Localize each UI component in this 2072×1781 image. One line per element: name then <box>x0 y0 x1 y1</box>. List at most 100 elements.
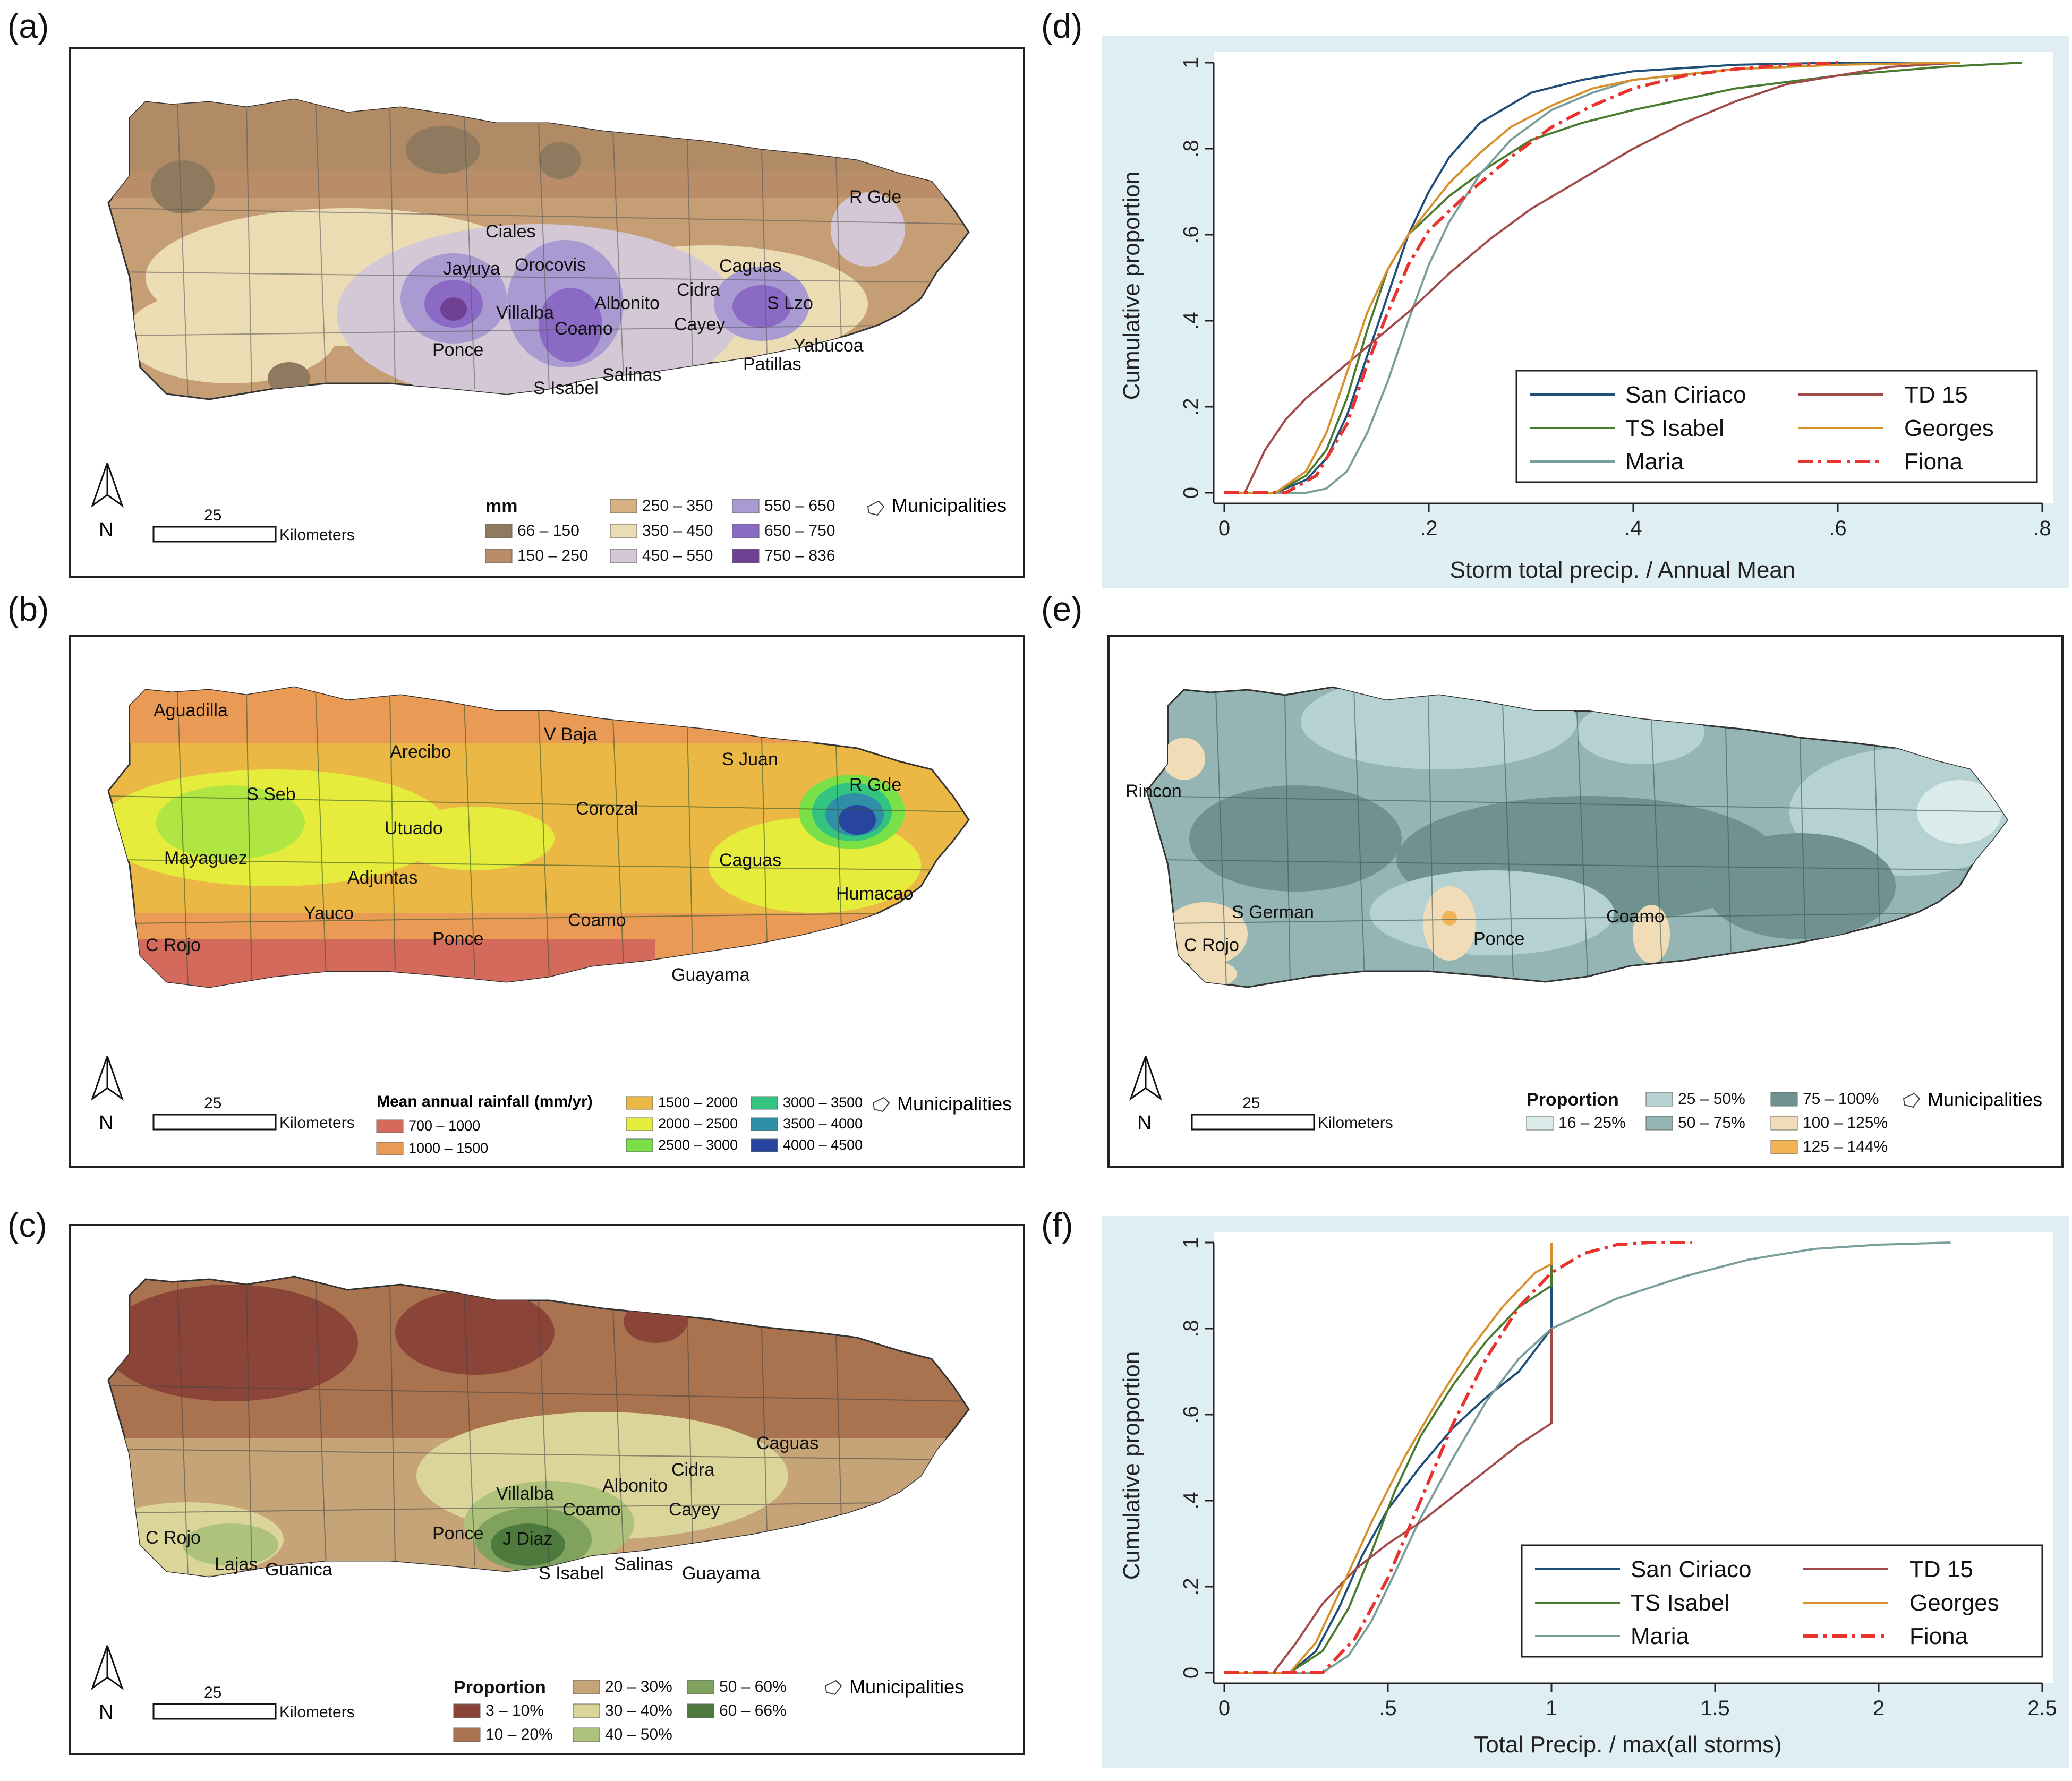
place-label: Orocovis <box>515 255 586 275</box>
north-label: N <box>1137 1112 1152 1134</box>
legend-f: San Ciriaco TS Isabel Maria TD 15 George… <box>1521 1544 2043 1658</box>
axes: 0 .2 .4 .6 .8 0 .2 .4 .6 .8 1 <box>1180 57 2051 540</box>
place-label: Mayaguez <box>164 848 248 868</box>
north-label: N <box>99 1112 113 1134</box>
legend-item: 66 – 150 <box>517 522 579 540</box>
place-label: Salinas <box>614 1554 673 1574</box>
x-axis-label: Storm total precip. / Annual Mean <box>1450 557 1796 583</box>
place-label: Humacao <box>836 884 914 904</box>
place-label: Yauco <box>304 903 354 923</box>
place-label: Coamo <box>1606 906 1665 927</box>
legend-item: 1000 – 1500 <box>408 1140 488 1156</box>
legend-e: Proportion 16 – 25% 25 – 50% 50 – 75% 75… <box>1526 1089 2042 1155</box>
x-tick-label: 2 <box>1873 1697 1885 1720</box>
legend-item: 20 – 30% <box>605 1678 672 1696</box>
scale-value: 25 <box>204 1094 221 1112</box>
place-label: S Isabel <box>533 378 599 398</box>
panel-label-d: (d) <box>1041 7 1083 45</box>
place-label: S German <box>1232 902 1314 922</box>
place-label: Coamo <box>568 910 626 930</box>
legend-item: TS Isabel <box>1631 1590 1729 1616</box>
scale-unit: Kilometers <box>279 1114 355 1132</box>
legend-b: Mean annual rainfall (mm/yr) 700 – 1000 … <box>376 1093 1012 1156</box>
place-label: S Lzo <box>767 293 813 313</box>
chart-panel-f: Cumulative proportion Total Precip. / ma… <box>1102 1216 2069 1768</box>
place-label: C Rojo <box>146 935 201 955</box>
place-label: Aguadilla <box>154 700 228 721</box>
place-label: Ciales <box>485 221 535 242</box>
x-tick-label: 1 <box>1546 1697 1557 1720</box>
scale-bar: 25 Kilometers <box>1191 1094 1393 1132</box>
north-arrow: N <box>91 1645 124 1724</box>
legend-c: Proportion 3 – 10% 10 – 20% 20 – 30% 30 … <box>453 1676 964 1743</box>
place-label: Albonito <box>602 1476 668 1496</box>
legend-title: mm <box>485 496 517 516</box>
place-label: Ponce <box>1473 929 1524 949</box>
place-label: Salinas <box>602 365 662 385</box>
y-tick-label: 0 <box>1180 1667 1203 1679</box>
legend-item: San Ciriaco <box>1625 382 1746 408</box>
legend-item: Georges <box>1909 1590 1999 1616</box>
legend-item: 250 – 350 <box>642 497 713 515</box>
place-labels-b: Aguadilla Arecibo V Baja S Juan R Gde S … <box>146 700 914 985</box>
y-tick-label: 0 <box>1180 487 1203 499</box>
x-tick-label: .5 <box>1379 1697 1396 1720</box>
x-tick-label: 2.5 <box>2027 1697 2057 1720</box>
north-arrow: N <box>1129 1056 1162 1134</box>
scale-value: 25 <box>1242 1094 1260 1112</box>
place-label: R Gde <box>849 775 901 795</box>
legend-item: Fiona <box>1909 1623 1968 1649</box>
y-tick-label: .8 <box>1180 1320 1203 1337</box>
scale-unit: Kilometers <box>279 1703 355 1721</box>
place-label: Utuado <box>385 818 443 838</box>
axes: 0 .5 1 1.5 2 2.5 0 .2 .4 .6 .8 1 <box>1180 1237 2057 1720</box>
legend-item: 550 – 650 <box>764 497 835 515</box>
map-b-svg: Aguadilla Arecibo V Baja S Juan R Gde S … <box>91 686 1012 1156</box>
x-tick-label: .6 <box>1829 517 1846 540</box>
series-line-fiona <box>1224 61 1838 494</box>
north-label: N <box>99 1701 113 1724</box>
legend-item: 700 – 1000 <box>408 1118 480 1134</box>
place-label: Ponce <box>432 929 483 949</box>
map-c-svg: Caguas Cidra Albonito Villalba Coamo Cay… <box>91 1275 970 1743</box>
legend-item: 650 – 750 <box>764 522 835 540</box>
legend-item: 750 – 836 <box>764 547 835 564</box>
legend-item: 50 – 60% <box>719 1678 787 1696</box>
map-panel-e: Rincon S German C Rojo Ponce Coamo N 25 … <box>1107 635 2064 1168</box>
legend-item: Maria <box>1625 449 1684 475</box>
x-tick-label: .8 <box>2033 517 2051 540</box>
panel-label-a: (a) <box>7 7 49 45</box>
legend-item: TS Isabel <box>1625 415 1724 441</box>
scale-bar: 25 Kilometers <box>152 1684 355 1721</box>
municipality-icon <box>872 1097 890 1112</box>
x-tick-label: .4 <box>1624 517 1642 540</box>
place-label: C Rojo <box>146 1528 201 1548</box>
legend-item: 125 – 144% <box>1803 1138 1888 1155</box>
y-tick-label: .4 <box>1180 1492 1203 1509</box>
legend-item: 40 – 50% <box>605 1726 672 1743</box>
place-label: Guayama <box>671 965 749 985</box>
place-label: Albonito <box>594 293 660 313</box>
legend-item: 3 – 10% <box>485 1702 544 1719</box>
place-label: S Juan <box>722 749 778 769</box>
legend-municipalities: Municipalities <box>849 1676 964 1698</box>
series-line-td-15 <box>1224 62 1961 494</box>
legend-item: San Ciriaco <box>1631 1556 1751 1582</box>
legend-item: 25 – 50% <box>1678 1090 1745 1108</box>
series-line-georges <box>1224 1243 1553 1674</box>
chart-f-svg: Cumulative proportion Total Precip. / ma… <box>1119 1232 2057 1758</box>
place-labels-a: Ciales Jayuya Orocovis Villalba Albonito… <box>432 187 901 398</box>
place-label: Yabucoa <box>794 336 864 356</box>
place-label: Coamo <box>562 1500 621 1520</box>
legend-title: Proportion <box>1527 1090 1619 1110</box>
north-arrow: N <box>91 463 124 541</box>
legend-a: mm 66 – 150 150 – 250 250 – 350 350 – 45… <box>485 494 1007 564</box>
place-label: Caguas <box>756 1433 818 1453</box>
series-line-maria <box>1224 1241 1951 1674</box>
x-tick-label: 1.5 <box>1700 1697 1730 1720</box>
map-panel-a: Ciales Jayuya Orocovis Villalba Albonito… <box>69 47 1025 578</box>
y-tick-label: .8 <box>1180 140 1203 157</box>
place-label: Guayama <box>682 1563 760 1583</box>
legend-item: 16 – 25% <box>1558 1114 1626 1132</box>
y-tick-label: .6 <box>1180 1406 1203 1423</box>
